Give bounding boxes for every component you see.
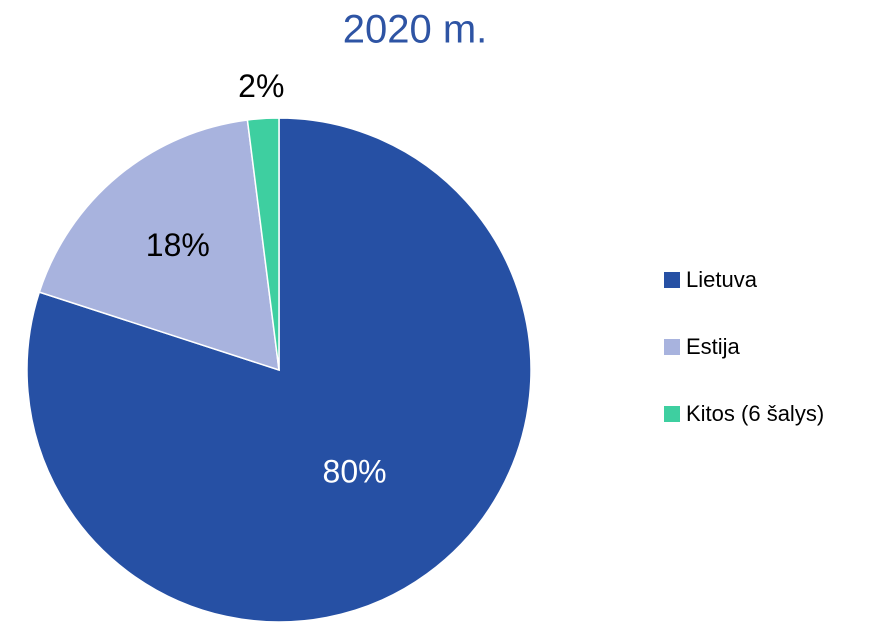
chart-title: 2020 m. — [343, 8, 488, 52]
data-label: 18% — [146, 227, 210, 263]
legend-label: Estija — [686, 334, 741, 359]
data-label: 2% — [238, 68, 284, 104]
pie-slice — [246, 117, 280, 371]
data-label: 80% — [323, 453, 387, 489]
legend-swatch — [664, 406, 680, 422]
legend-swatch — [664, 272, 680, 288]
pie-slice — [38, 119, 280, 372]
legend-label: Lietuva — [686, 267, 758, 292]
legend-label: Kitos (6 šalys) — [686, 401, 824, 426]
legend-swatch — [664, 339, 680, 355]
